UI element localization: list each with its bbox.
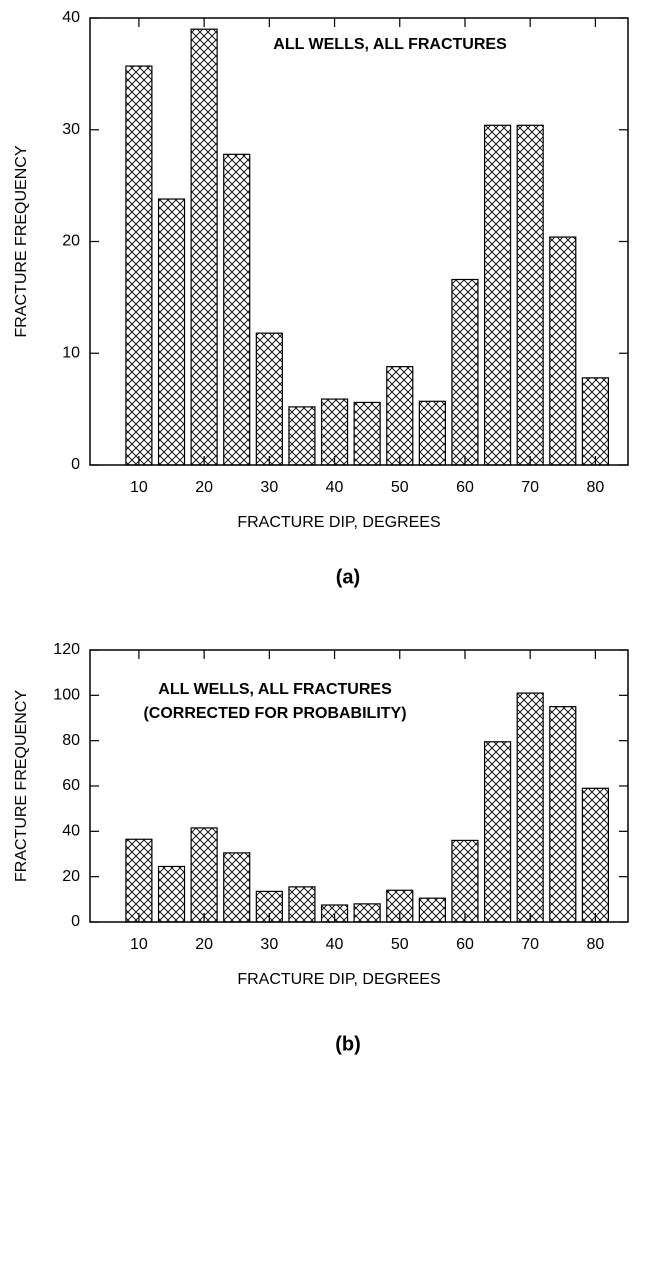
x-tick-label: 50 — [391, 479, 409, 496]
y-tick-label: 40 — [62, 9, 80, 26]
bar — [288, 406, 316, 466]
y-tick-label: 40 — [62, 823, 80, 840]
bar — [451, 278, 479, 466]
bar — [190, 827, 218, 923]
bar — [516, 124, 544, 466]
x-tick-label: 60 — [456, 479, 474, 496]
x-tick-label: 80 — [586, 936, 604, 953]
y-tick-label: 20 — [62, 868, 80, 885]
annotation: ALL WELLS, ALL FRACTURES — [273, 36, 507, 53]
bar — [125, 65, 153, 466]
x-tick-label: 10 — [130, 479, 148, 496]
bar — [549, 706, 577, 923]
annotation: (CORRECTED FOR PROBABILITY) — [143, 705, 406, 722]
bar — [418, 400, 446, 466]
bar — [516, 692, 544, 923]
x-tick-label: 30 — [260, 479, 278, 496]
y-tick-label: 100 — [53, 687, 80, 704]
bar — [581, 787, 609, 923]
bar — [190, 28, 218, 466]
bar — [320, 398, 349, 466]
y-tick-label: 120 — [53, 641, 80, 658]
bar — [353, 401, 381, 466]
y-tick-label: 0 — [71, 456, 80, 473]
bar — [483, 124, 512, 466]
y-tick-label: 10 — [62, 344, 80, 361]
bar — [223, 852, 251, 923]
caption: (a) — [336, 566, 360, 588]
bar — [581, 377, 609, 466]
bar — [386, 366, 414, 466]
bar — [288, 886, 316, 923]
x-tick-label: 40 — [326, 479, 344, 496]
bar — [483, 741, 512, 923]
y-tick-label: 30 — [62, 121, 80, 138]
y-axis-title: FRACTURE FREQUENCY — [13, 690, 30, 882]
y-tick-label: 60 — [62, 777, 80, 794]
bar — [125, 838, 153, 923]
annotation: ALL WELLS, ALL FRACTURES — [158, 681, 392, 698]
caption: (b) — [335, 1033, 361, 1055]
x-axis-title: FRACTURE DIP, DEGREES — [237, 514, 440, 531]
bar — [451, 839, 479, 923]
x-axis-title: FRACTURE DIP, DEGREES — [237, 971, 440, 988]
y-axis-title: FRACTURE FREQUENCY — [13, 145, 30, 337]
y-tick-label: 0 — [71, 913, 80, 930]
x-tick-label: 60 — [456, 936, 474, 953]
x-tick-label: 50 — [391, 936, 409, 953]
x-tick-label: 20 — [195, 936, 213, 953]
bar — [157, 198, 186, 466]
x-tick-label: 70 — [521, 479, 539, 496]
x-tick-label: 40 — [326, 936, 344, 953]
bar — [223, 153, 251, 466]
y-tick-label: 20 — [62, 233, 80, 250]
x-tick-label: 20 — [195, 479, 213, 496]
x-tick-label: 80 — [586, 479, 604, 496]
y-tick-label: 80 — [62, 732, 80, 749]
bar — [255, 332, 283, 466]
x-tick-label: 10 — [130, 936, 148, 953]
bar — [157, 865, 186, 923]
x-tick-label: 70 — [521, 936, 539, 953]
bar — [353, 903, 381, 923]
bar — [418, 897, 446, 923]
x-tick-label: 30 — [260, 936, 278, 953]
bar — [549, 236, 577, 466]
